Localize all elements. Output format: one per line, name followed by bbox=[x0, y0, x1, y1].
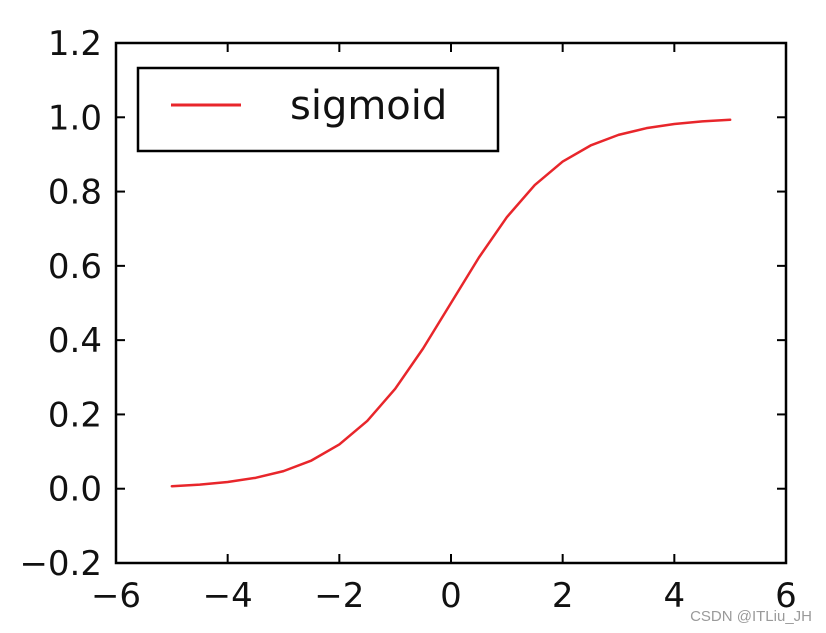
y-tick-label: 0.8 bbox=[48, 173, 102, 213]
y-tick-label: 0.4 bbox=[48, 321, 102, 361]
legend-box bbox=[136, 66, 500, 153]
series-layer bbox=[170, 118, 732, 488]
legend: sigmoid bbox=[136, 66, 500, 153]
y-tick-label: 1.2 bbox=[48, 24, 102, 64]
series-line-sigmoid bbox=[170, 118, 732, 488]
axes-frame bbox=[114, 41, 788, 565]
x-tick-label: 0 bbox=[440, 576, 462, 616]
watermark-text: CSDN @ITLiu_JH bbox=[690, 608, 812, 625]
y-tick-label: 0.6 bbox=[48, 247, 102, 287]
x-tick-label: 2 bbox=[552, 576, 574, 616]
x-tick-label: −6 bbox=[91, 576, 141, 616]
y-tick-label: 0.0 bbox=[48, 470, 102, 510]
x-tick-label: 6 bbox=[775, 576, 797, 616]
y-tick-label: 1.0 bbox=[48, 98, 102, 138]
x-tick-label: −4 bbox=[203, 576, 253, 616]
x-tick-label: −2 bbox=[314, 576, 364, 616]
x-tick-label: 4 bbox=[664, 576, 686, 616]
y-axis-tick-labels: −0.2 0.0 0.2 0.4 0.6 0.8 1.0 1.2 bbox=[19, 24, 102, 584]
x-axis-tick-labels: −6 −4 −2 0 2 4 6 bbox=[91, 576, 797, 616]
legend-label-sigmoid: sigmoid bbox=[290, 83, 447, 129]
y-tick-label: −0.2 bbox=[19, 544, 102, 584]
y-tick-label: 0.2 bbox=[48, 395, 102, 435]
